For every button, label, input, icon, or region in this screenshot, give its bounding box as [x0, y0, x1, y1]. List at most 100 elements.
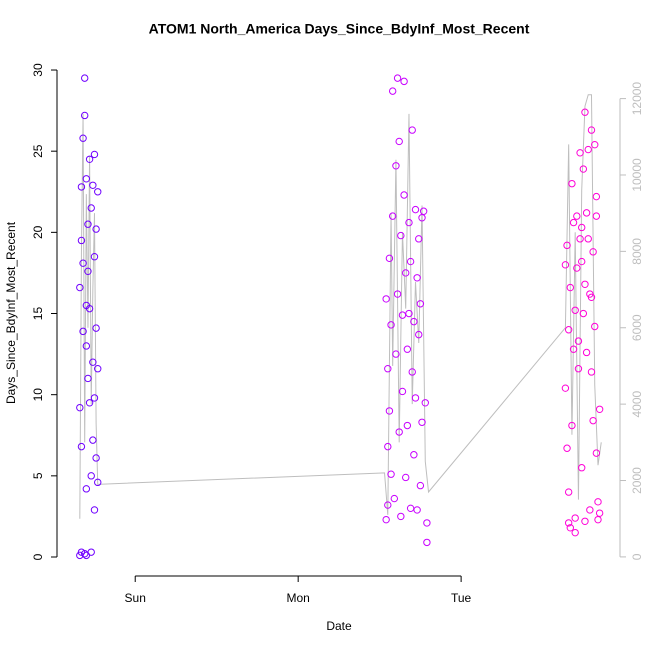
- y-tick-label: 30: [31, 63, 45, 77]
- point: [392, 350, 400, 358]
- point: [418, 418, 426, 426]
- point: [406, 257, 415, 266]
- point: [582, 348, 591, 357]
- y2-tick-label: 6000: [630, 314, 644, 341]
- point: [90, 506, 99, 514]
- point: [84, 267, 92, 276]
- point: [592, 449, 601, 457]
- point: [561, 261, 570, 269]
- point: [569, 345, 578, 353]
- point: [85, 155, 94, 163]
- point: [587, 368, 596, 376]
- point: [411, 205, 420, 214]
- point: [587, 293, 596, 301]
- point: [90, 150, 99, 159]
- point: [573, 212, 581, 220]
- y-tick-label: 10: [31, 388, 45, 402]
- point: [81, 111, 89, 120]
- point: [81, 74, 89, 82]
- point: [591, 140, 599, 149]
- point: [594, 498, 602, 506]
- point: [92, 225, 100, 233]
- point: [76, 403, 84, 412]
- point: [388, 212, 397, 220]
- y-tick-label: 20: [31, 225, 45, 239]
- point: [385, 407, 394, 415]
- point: [94, 478, 102, 487]
- point: [563, 444, 571, 452]
- point: [387, 470, 395, 478]
- point: [579, 165, 588, 173]
- point: [569, 218, 578, 227]
- point: [564, 488, 573, 496]
- point: [586, 506, 594, 514]
- point: [77, 236, 86, 245]
- point: [84, 374, 92, 383]
- point: [82, 342, 91, 350]
- point: [94, 188, 102, 196]
- point: [390, 494, 399, 503]
- point: [571, 306, 579, 314]
- y-tick-label: 15: [31, 307, 45, 321]
- point: [581, 517, 589, 525]
- point: [410, 451, 418, 459]
- point: [579, 309, 588, 318]
- point: [591, 322, 599, 331]
- x-tick-label: Sun: [125, 591, 146, 605]
- point: [571, 514, 579, 522]
- y2-tick-label: 0: [630, 553, 644, 560]
- point: [584, 145, 592, 154]
- point: [419, 207, 428, 215]
- point: [413, 274, 421, 282]
- y2-tick-label: 12000: [630, 82, 644, 116]
- point: [76, 283, 84, 292]
- point: [397, 512, 405, 521]
- point: [410, 317, 418, 326]
- point: [566, 283, 574, 292]
- y-tick-label: 25: [31, 144, 45, 158]
- point: [400, 77, 408, 86]
- point: [415, 235, 423, 243]
- point: [592, 212, 601, 220]
- point: [393, 74, 402, 82]
- point: [587, 126, 596, 134]
- point: [568, 421, 576, 430]
- point: [421, 399, 429, 407]
- y2-tick-label: 4000: [630, 390, 644, 417]
- point: [568, 179, 576, 188]
- y-tick-label: 0: [31, 553, 45, 560]
- point: [578, 257, 586, 266]
- point: [84, 220, 92, 228]
- point: [92, 454, 100, 462]
- point: [90, 252, 99, 261]
- point: [382, 515, 390, 524]
- point: [79, 134, 87, 142]
- point: [574, 365, 583, 373]
- point: [576, 235, 584, 243]
- point: [92, 324, 100, 332]
- point: [578, 223, 586, 232]
- point: [592, 192, 601, 201]
- point: [561, 384, 570, 392]
- point: [388, 87, 397, 95]
- point: [574, 337, 583, 345]
- point: [90, 394, 99, 402]
- point: [578, 464, 586, 472]
- point: [387, 321, 395, 329]
- point: [89, 358, 97, 366]
- x-tick-label: Tue: [451, 591, 472, 605]
- y-axis-label: Days_Since_BdyInf_Most_Recent: [4, 221, 18, 404]
- point: [403, 421, 412, 430]
- point: [403, 345, 412, 353]
- point: [564, 519, 573, 527]
- series-line: [79, 94, 602, 519]
- point: [584, 235, 592, 243]
- point: [402, 269, 410, 277]
- point: [595, 509, 604, 517]
- point: [581, 108, 589, 116]
- point: [564, 326, 573, 334]
- y-tick-label: 5: [31, 472, 45, 479]
- point: [397, 231, 405, 240]
- point: [395, 137, 403, 146]
